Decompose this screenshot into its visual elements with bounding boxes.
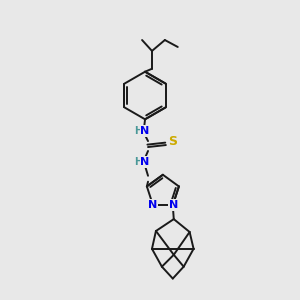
Text: N: N xyxy=(169,200,178,210)
Text: H: H xyxy=(134,126,142,136)
Text: S: S xyxy=(168,135,177,148)
Text: N: N xyxy=(148,200,158,210)
Text: H: H xyxy=(134,157,142,167)
Text: N: N xyxy=(140,157,150,167)
Text: N: N xyxy=(140,126,150,136)
